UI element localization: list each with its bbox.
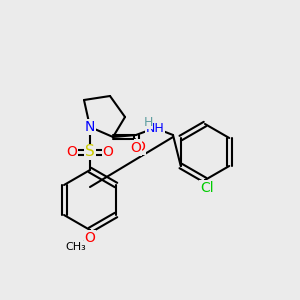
Text: S: S bbox=[85, 145, 95, 160]
Text: CH₃: CH₃ bbox=[66, 242, 86, 252]
Text: O: O bbox=[130, 141, 141, 155]
Text: N: N bbox=[85, 120, 95, 134]
Text: NH: NH bbox=[146, 122, 164, 134]
Text: O: O bbox=[103, 145, 113, 159]
Text: O: O bbox=[85, 231, 95, 245]
Text: Cl: Cl bbox=[200, 181, 214, 195]
Text: H: H bbox=[143, 116, 153, 128]
Text: O: O bbox=[135, 140, 146, 154]
Text: O: O bbox=[67, 145, 77, 159]
